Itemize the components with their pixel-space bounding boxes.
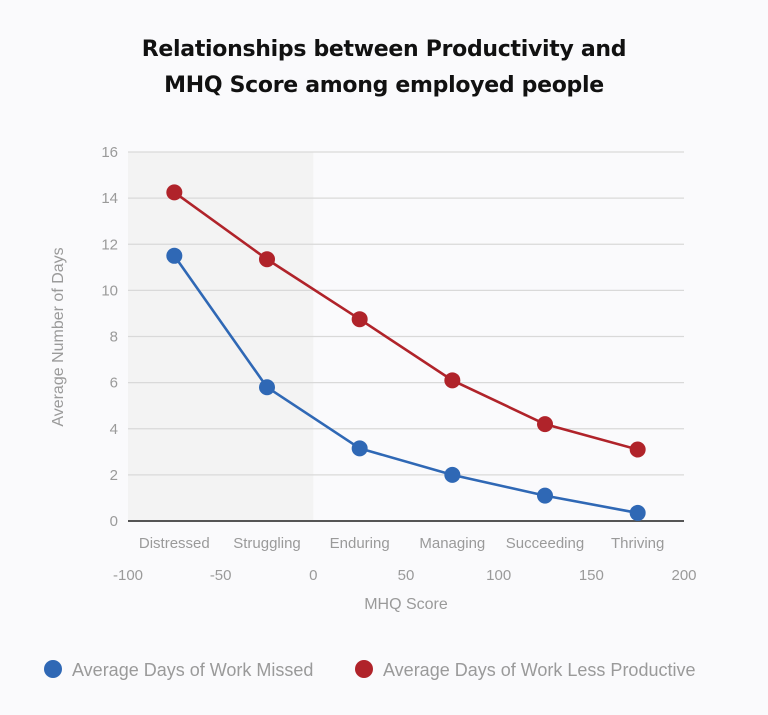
x-tick-label: 150 xyxy=(579,567,604,584)
y-axis-label: Average Number of Days xyxy=(50,247,67,426)
legend-marker xyxy=(44,660,62,678)
category-label: Managing xyxy=(419,535,485,552)
category-label: Thriving xyxy=(611,535,664,552)
data-point xyxy=(166,247,183,264)
y-tick-label: 6 xyxy=(110,375,118,392)
data-point xyxy=(537,416,553,433)
x-tick-label: -50 xyxy=(210,567,232,584)
data-point xyxy=(444,372,461,389)
category-label: Struggling xyxy=(233,535,301,552)
data-point xyxy=(351,311,368,328)
legend-marker xyxy=(355,660,373,678)
x-tick-label: 50 xyxy=(398,567,415,584)
data-point xyxy=(166,184,183,201)
x-tick-label: 200 xyxy=(671,567,696,584)
y-tick-label: 8 xyxy=(110,329,118,346)
category-label: Enduring xyxy=(330,535,390,552)
data-point xyxy=(629,504,646,521)
legend-label: Average Days of Work Missed xyxy=(72,660,313,680)
chart-title-line-1: Relationships between Productivity and xyxy=(141,37,627,62)
data-point xyxy=(259,379,275,396)
data-point xyxy=(259,251,275,268)
y-tick-label: 4 xyxy=(110,421,118,438)
x-tick-label: 100 xyxy=(486,567,511,584)
series-line-2 xyxy=(173,191,639,451)
series-line-1 xyxy=(173,255,638,515)
data-point xyxy=(629,441,646,458)
chart-title-line-2: MHQ Score among employed people xyxy=(164,73,604,98)
y-tick-label: 0 xyxy=(110,513,118,530)
data-point xyxy=(537,487,553,504)
y-tick-label: 12 xyxy=(101,236,118,253)
chart-title: Relationships between Productivity and M… xyxy=(0,32,768,104)
x-tick-label: -100 xyxy=(113,567,143,584)
y-tick-label: 10 xyxy=(101,282,118,299)
category-label: Succeeding xyxy=(506,535,584,552)
legend-label: Average Days of Work Less Productive xyxy=(383,660,695,680)
y-tick-label: 16 xyxy=(101,144,118,161)
data-point xyxy=(351,440,368,457)
x-tick-label: 0 xyxy=(309,567,317,584)
y-tick-label: 2 xyxy=(110,467,118,484)
category-label: Distressed xyxy=(139,535,210,552)
y-tick-label: 14 xyxy=(101,190,118,207)
x-axis-label: MHQ Score xyxy=(364,596,448,613)
data-point xyxy=(444,466,461,483)
